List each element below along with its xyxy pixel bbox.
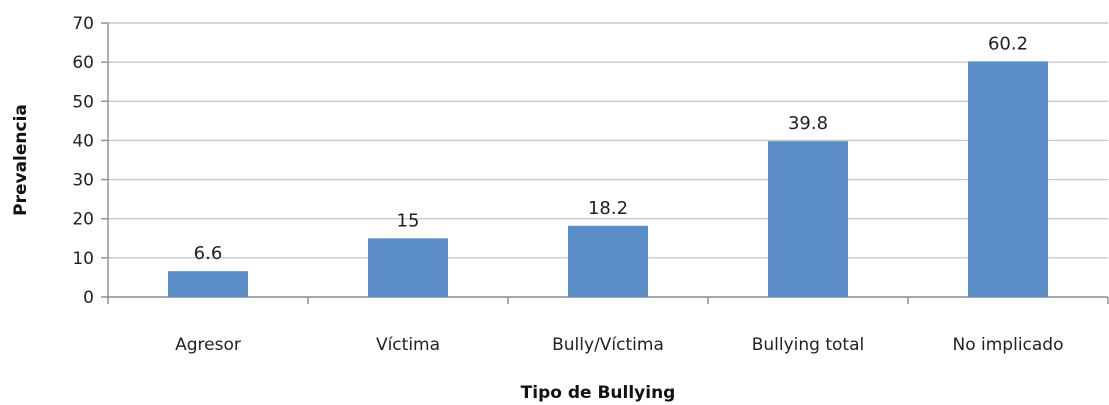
x-tick-label: Bully/Víctima	[552, 335, 664, 355]
y-tick-label: 20	[72, 210, 94, 230]
bar	[768, 141, 848, 297]
y-tick-label: 30	[72, 171, 94, 191]
bars	[168, 61, 1048, 297]
data-label: 15	[397, 210, 420, 231]
y-tick-label: 10	[72, 249, 94, 269]
x-tick-label: Bullying total	[752, 335, 865, 355]
bar	[568, 225, 648, 297]
y-axis-title: Prevalencia	[11, 104, 31, 216]
x-tick-label: Agresor	[175, 335, 241, 355]
x-axis-title: Tipo de Bullying	[521, 383, 676, 403]
axes: 0 10 20 30 40 50 60 70 Agresor Víctima Bully/Vícti…	[72, 14, 1109, 355]
x-tick-label: Víctima	[376, 335, 440, 355]
y-tick-label: 70	[72, 14, 94, 34]
data-label: 6.6	[194, 243, 223, 264]
bar	[968, 61, 1048, 297]
y-tick-label: 50	[72, 92, 94, 112]
x-tick-label: No implicado	[953, 335, 1064, 355]
bar	[168, 271, 248, 297]
gridlines	[108, 22, 1108, 259]
data-label: 18.2	[588, 198, 628, 219]
data-label: 60.2	[988, 33, 1028, 54]
bar	[368, 238, 448, 297]
data-labels: 6.6 15 18.2 39.8 60.2	[194, 33, 1028, 264]
y-tick-label: 0	[83, 288, 94, 308]
y-tick-label: 60	[72, 53, 94, 73]
data-label: 39.8	[788, 113, 828, 134]
y-tick-label: 40	[72, 131, 94, 151]
